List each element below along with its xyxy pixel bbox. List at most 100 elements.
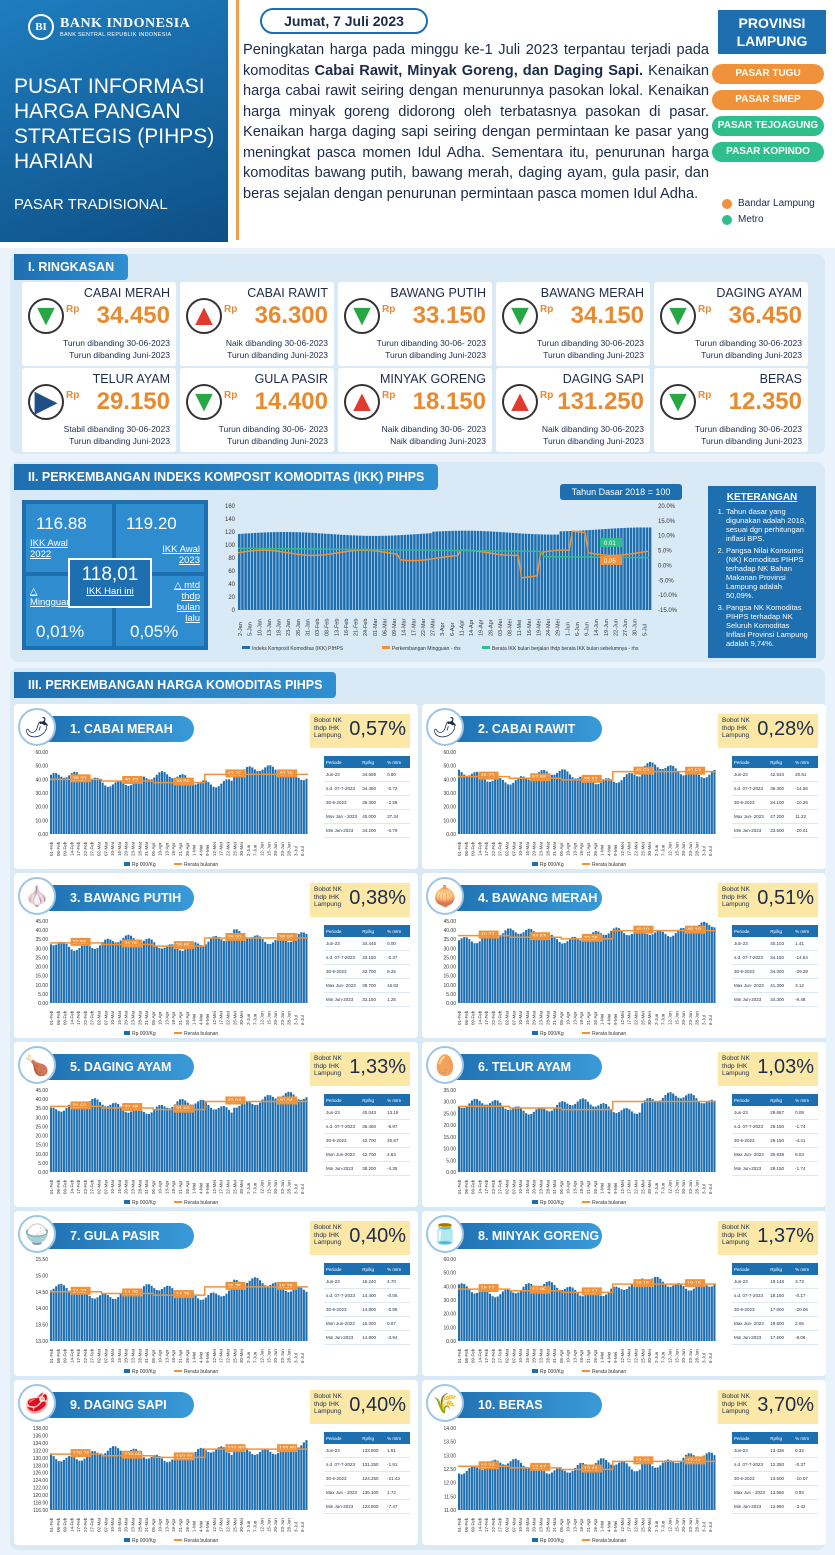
table-header: Periode Rp/kg% mtm [732, 925, 818, 937]
table-cell: -20.06 [795, 1307, 808, 1312]
table-header-cell: % mtm [387, 928, 402, 934]
x-tick: 09-Feb [471, 1010, 476, 1025]
price-table: Periode Rp/kg% mtm Jun-23 34.659 0.80 s.d. 07… [324, 756, 410, 838]
price-bar [488, 1293, 492, 1341]
avg-label-box [685, 925, 706, 934]
x-tick: 10-Apr [158, 1349, 163, 1363]
price-bar [625, 774, 628, 834]
y-tick: 60.00 [443, 750, 456, 756]
x-tick: 15-Jun [674, 842, 679, 856]
price-bar [269, 1284, 272, 1341]
price-bar [109, 939, 112, 1003]
price-bar [630, 1283, 633, 1341]
ikk-bar [413, 534, 416, 610]
price-bar [202, 780, 205, 834]
price-bar [186, 1102, 189, 1172]
price-bar [292, 1289, 295, 1341]
avg-label-box [478, 771, 499, 780]
price-bar [282, 938, 285, 1003]
price-bar [104, 1293, 107, 1341]
price-bar [597, 783, 600, 834]
x-tick: 05-Apr [151, 842, 156, 856]
x-tick: 27-Feb [90, 1010, 95, 1025]
x-tick: 23-Jun [688, 1011, 693, 1025]
price-bar [88, 1452, 91, 1510]
table-cell: -1.74 [795, 1166, 806, 1171]
price-bar [129, 1111, 133, 1172]
price-bar [57, 1284, 60, 1341]
ikk-x-tick: 16-Feb [344, 619, 350, 636]
x-tick: 25-Mei [640, 1011, 645, 1025]
price-bar [222, 1447, 225, 1510]
y-tick: 45.00 [35, 919, 48, 925]
y-tick: 40.00 [443, 928, 456, 934]
price-bar [550, 1282, 553, 1341]
price-bar [60, 776, 63, 834]
price-bar [602, 1103, 605, 1172]
x-tick: 13-Apr [164, 1518, 169, 1532]
ikk-summary: 116.88 IKK Awal 2022 119.20 IKK Awal 202… [22, 500, 208, 650]
x-tick: 02-Mar [505, 1348, 510, 1363]
section-ikk-title: II. PERKEMBANGAN INDEKS KOMPOSIT KOMODIT… [14, 464, 439, 490]
x-tick: 20-Mar [532, 1517, 537, 1532]
bobot-value: 1,03% [757, 1056, 814, 1078]
price-bar [150, 779, 153, 834]
x-tick: 25-Mei [232, 1180, 237, 1194]
price-bar [189, 1104, 192, 1172]
table-cell: 124.250 [362, 1476, 379, 1481]
price-bar [525, 1467, 528, 1510]
y-tick: 40.00 [443, 1284, 456, 1290]
price-bar [230, 780, 233, 834]
table-cell: Max Jun- 2023 [326, 983, 356, 988]
ikk-x-tick: 5-Jan [248, 622, 254, 636]
bobot-box: Bobot NK thdp IHK Lampung 0,57% [310, 714, 410, 748]
price-bar [173, 778, 176, 834]
commodity-title: 7. GULA PASIR [34, 1223, 194, 1249]
price-bar [153, 1288, 156, 1341]
x-tick: 26-Apr [593, 842, 598, 856]
table-cell: s.d. 07-7-2023 [326, 1462, 356, 1467]
price-bar [132, 1292, 135, 1341]
price-bar [713, 1455, 716, 1510]
price-bar [643, 1460, 646, 1510]
price-bar [282, 1288, 285, 1341]
price-bar [75, 772, 78, 834]
price-bar [93, 777, 96, 834]
y-tick: 20.00 [443, 1312, 456, 1318]
currency-label: Rp [698, 390, 712, 401]
table-row: Jun-23 40.043 13.19 [324, 1106, 410, 1120]
x-tick: 02-Mar [505, 1517, 510, 1532]
price-bar [607, 1106, 610, 1172]
legend-line-swatch [174, 1032, 182, 1034]
x-tick: 22-Feb [83, 1010, 88, 1025]
price-bar [512, 1459, 515, 1510]
price-bar [605, 1104, 608, 1172]
x-tick: 12-Jun [667, 1349, 672, 1363]
price-bar [258, 936, 262, 1003]
x-tick: 05-Apr [151, 1011, 156, 1025]
price-bar [145, 939, 148, 1003]
price-bar [512, 1107, 515, 1172]
price-bar [258, 771, 262, 834]
price-bar [656, 930, 659, 1003]
price-bar [184, 949, 187, 1003]
commodity-name: BERAS [759, 372, 802, 386]
price-chart: 45.0040.0035.0030.0025.0020.0015.0010.00… [35, 919, 308, 1037]
price-bar [661, 769, 664, 834]
x-tick: 17-Mei [627, 1011, 632, 1025]
price-bar [55, 1109, 58, 1172]
price-bar [697, 924, 701, 1003]
commodity-card: 4. BAWANG MERAH 🧅 Bobot NK thdp IHK Lampun… [422, 873, 826, 1038]
table-cell: 14.800 [362, 1307, 377, 1312]
y-tick: 10.00 [443, 1325, 456, 1331]
price-bar [261, 939, 264, 1003]
avg-label-box [70, 774, 91, 783]
x-tick: 22-Feb [83, 841, 88, 856]
price-bar [274, 1098, 277, 1172]
x-tick: 20-Jun [273, 842, 278, 856]
price-bar [194, 1451, 197, 1510]
x-tick: 22-Feb [83, 1348, 88, 1363]
x-tick: 20-Mar [532, 1179, 537, 1194]
price-bar [240, 1445, 243, 1510]
price-bar [476, 1467, 479, 1510]
